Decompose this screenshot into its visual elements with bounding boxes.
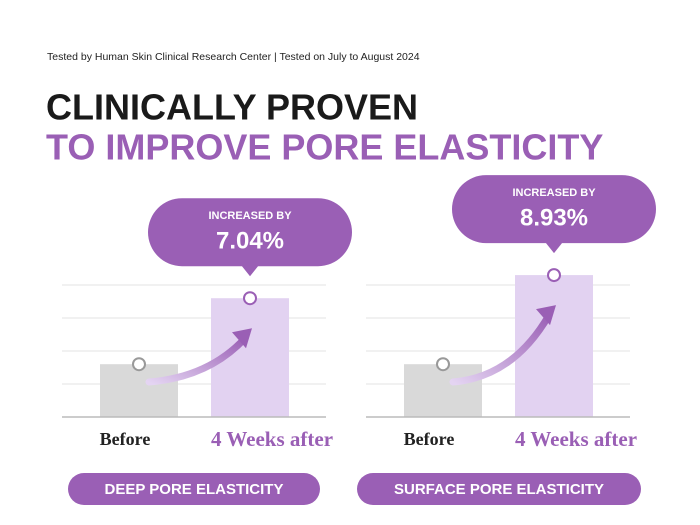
arrow-head xyxy=(536,305,556,326)
x-tick-label: Before xyxy=(100,429,151,449)
arrow-head xyxy=(232,328,252,349)
callout-heading: INCREASED BY xyxy=(512,187,596,199)
point-marker xyxy=(436,357,450,372)
bar xyxy=(100,364,178,417)
x-tick-label: 4 Weeks after xyxy=(515,427,637,451)
callout-value: 8.93% xyxy=(520,204,588,231)
point-marker xyxy=(132,357,146,372)
callout-bubble xyxy=(452,175,656,254)
x-tick-label: 4 Weeks after xyxy=(211,427,333,451)
trend-arrow xyxy=(449,311,553,386)
point-marker xyxy=(243,291,257,306)
trend-arrow xyxy=(145,334,249,386)
bar xyxy=(404,364,482,417)
x-tick-label: Before xyxy=(404,429,455,449)
callout-heading: INCREASED BY xyxy=(208,210,292,222)
source-note: Tested by Human Skin Clinical Research C… xyxy=(47,51,420,63)
title-line1: CLINICALLY PROVEN xyxy=(46,87,418,128)
title-line2: TO IMPROVE PORE ELASTICITY xyxy=(46,127,603,168)
point-marker xyxy=(547,268,561,283)
chart-title-pill xyxy=(68,473,320,505)
chart-title-pill xyxy=(357,473,641,505)
callout-bubble xyxy=(148,198,352,277)
chart-title: DEEP PORE ELASTICITY xyxy=(105,481,284,498)
callout-value: 7.04% xyxy=(216,228,284,255)
chart-title: SURFACE PORE ELASTICITY xyxy=(394,481,604,498)
